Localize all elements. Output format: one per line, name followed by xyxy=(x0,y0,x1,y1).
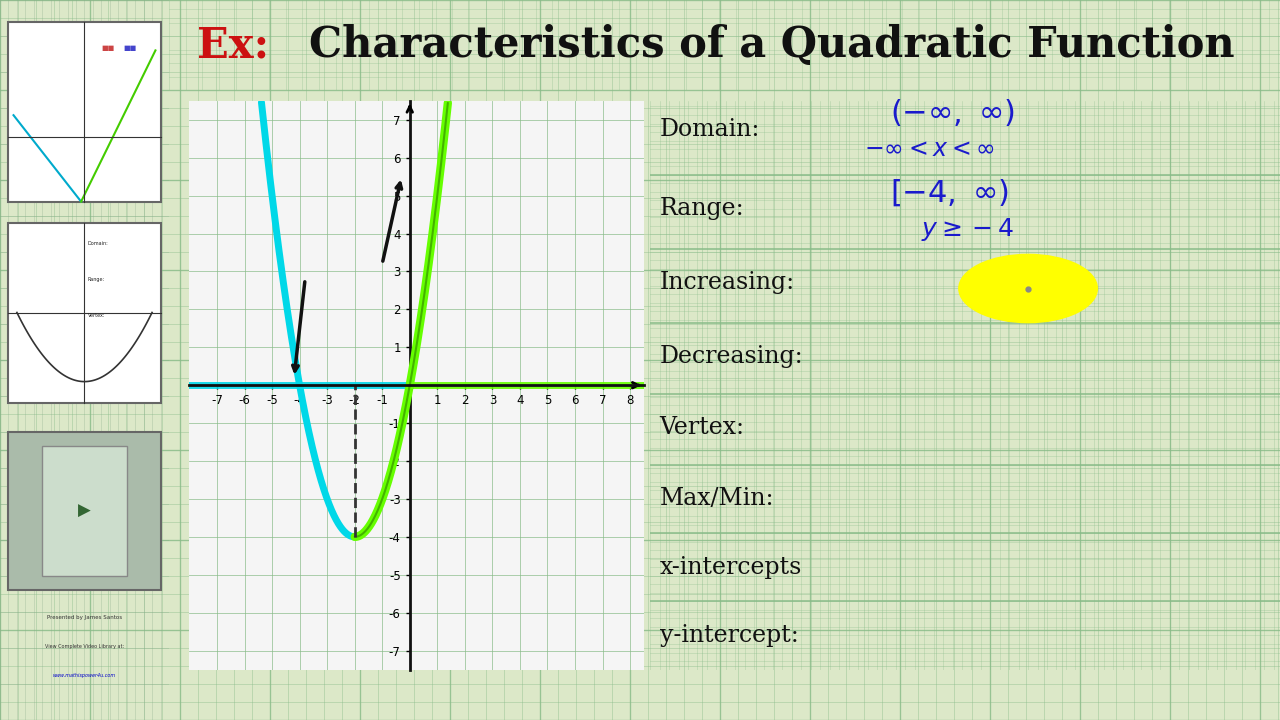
Text: www.mathispower4u.com: www.mathispower4u.com xyxy=(52,672,116,678)
Text: x-intercepts: x-intercepts xyxy=(659,556,803,579)
Text: Ex:: Ex: xyxy=(197,24,269,66)
Text: Vertex:: Vertex: xyxy=(88,312,105,318)
Text: Vertex:: Vertex: xyxy=(659,416,745,439)
Text: Range:: Range: xyxy=(659,197,744,220)
Text: $[-4,\ \infty)$: $[-4,\ \infty)$ xyxy=(890,178,1009,209)
Text: Presented by James Santos: Presented by James Santos xyxy=(47,615,122,620)
Text: Decreasing:: Decreasing: xyxy=(659,345,804,368)
Text: $(-\infty,\ \infty)$: $(-\infty,\ \infty)$ xyxy=(890,98,1015,130)
Text: View Complete Video Library at:: View Complete Video Library at: xyxy=(45,644,124,649)
Text: Max/Min:: Max/Min: xyxy=(659,487,774,510)
Text: $-\infty < x < \infty$: $-\infty < x < \infty$ xyxy=(864,138,995,161)
Bar xyxy=(9,22,160,202)
Text: ▶: ▶ xyxy=(78,503,91,520)
Text: Increasing:: Increasing: xyxy=(659,271,795,294)
Text: y-intercept:: y-intercept: xyxy=(659,624,799,647)
Bar xyxy=(9,223,160,403)
Text: Characteristics of a Quadratic Function: Characteristics of a Quadratic Function xyxy=(280,24,1235,66)
Bar xyxy=(9,432,160,590)
Bar xyxy=(42,446,127,576)
Ellipse shape xyxy=(959,254,1097,323)
Text: ■■: ■■ xyxy=(123,45,137,51)
Text: Domain:: Domain: xyxy=(88,240,109,246)
Text: Domain:: Domain: xyxy=(659,117,760,140)
Text: $y \geq -4$: $y \geq -4$ xyxy=(922,216,1014,243)
Text: Range:: Range: xyxy=(88,276,105,282)
Text: ■■: ■■ xyxy=(101,45,115,51)
